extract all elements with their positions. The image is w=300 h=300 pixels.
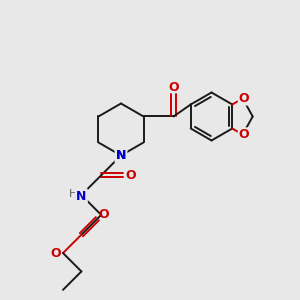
Text: N: N [76, 190, 87, 202]
Text: O: O [238, 128, 249, 141]
Text: O: O [168, 81, 179, 94]
Text: N: N [116, 149, 126, 162]
Text: H: H [69, 189, 78, 199]
Text: O: O [51, 247, 61, 260]
Text: O: O [238, 92, 249, 105]
Text: O: O [98, 208, 109, 221]
Text: N: N [116, 149, 126, 162]
Text: O: O [125, 169, 136, 182]
